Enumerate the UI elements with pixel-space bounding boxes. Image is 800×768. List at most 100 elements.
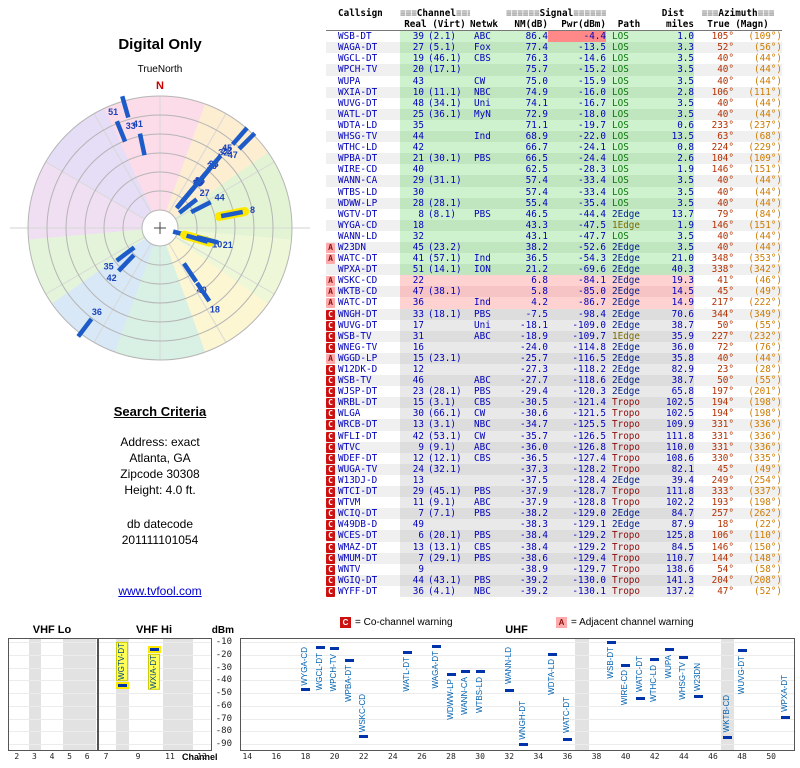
spectrum-tick <box>679 655 689 659</box>
channel-real-cell: 11 <box>412 497 424 509</box>
azimuth-magn-cell: (55°) <box>754 319 782 331</box>
network-cell <box>470 187 506 198</box>
azimuth-true-cell: 348° <box>711 253 734 265</box>
header-dist: Dist <box>661 8 685 19</box>
spectrum-station-label: WKTB-CD <box>722 695 731 733</box>
nm-cell: -30.5 <box>520 397 548 409</box>
azimuth-true-cell: 63° <box>717 131 734 143</box>
callsign-cell: WTVC <box>338 441 361 453</box>
azimuth-magn-cell: (58°) <box>754 563 782 575</box>
azimuth-true-cell: 40° <box>717 108 734 120</box>
azimuth-true-cell: 257° <box>711 508 734 520</box>
spectrum-tick <box>446 672 456 676</box>
signal-band: 45 (23.2) 38.2 -52.6 2Edge 3.5 <box>400 241 694 254</box>
table-row: WTBS-LD 30 57.4 -33.4 LOS 3.5 40° (44°) <box>326 186 782 198</box>
distance-cell: 39.4 <box>671 474 694 486</box>
nm-cell: 75.7 <box>525 64 548 76</box>
radar-station-tick <box>204 154 223 174</box>
azimuth-magn-cell: (49°) <box>754 286 782 298</box>
azimuth-true-cell: 45° <box>717 286 734 298</box>
network-cell <box>470 198 506 209</box>
channel-virt-cell <box>424 320 470 331</box>
callsign-cell: WTHC-LD <box>338 142 378 154</box>
nm-cell: -25.7 <box>520 352 548 364</box>
azimuth-true-cell: 233° <box>711 119 734 131</box>
azimuth-magn-cell: (151°) <box>748 164 782 176</box>
nm-cell: -35.7 <box>520 430 548 442</box>
header-callsign: Callsign <box>338 8 383 19</box>
network-cell: NBC <box>474 86 491 98</box>
signal-band: 6 (20.1) PBS -38.4 -129.2 Tropo 125.8 <box>400 530 694 542</box>
signal-band: 42 66.7 -24.1 LOS 0.8 <box>400 142 694 154</box>
network-cell <box>470 342 506 353</box>
table-header-row-1: Callsign ≡≡≡Channel≡≡≡ ≡≡≡≡≡≡Signal≡≡≡≡≡… <box>326 8 782 19</box>
nm-cell: 21.2 <box>525 264 548 276</box>
spectrum-tick <box>300 688 310 692</box>
network-cell: PBS <box>474 208 491 220</box>
channel-real-cell: 31 <box>412 330 424 342</box>
pwr-cell: -118.2 <box>572 364 606 375</box>
pwr-cell: -130.1 <box>572 585 606 597</box>
azimuth-magn-cell: (229°) <box>748 142 782 154</box>
network-cell: PBS <box>474 386 491 398</box>
azimuth-true-cell: 41° <box>717 275 734 287</box>
signal-band: 21 (30.1) PBS 66.5 -24.4 LOS 2.6 <box>400 153 694 165</box>
dbm-axis-label: dBm <box>211 625 234 636</box>
network-cell <box>470 519 506 530</box>
tvfool-link[interactable]: www.tvfool.com <box>118 584 202 598</box>
vhf-lo-title: VHF Lo <box>32 624 72 636</box>
pwr-cell: -16.0 <box>578 86 606 98</box>
nm-cell: 71.1 <box>525 119 548 131</box>
spectrum-station-label: WXIA-DT <box>148 654 159 689</box>
azimuth-true-cell: 146° <box>711 541 734 553</box>
distance-cell: 19.3 <box>671 275 694 287</box>
network-cell: NBC <box>474 419 491 431</box>
station-table-body: WSB-DT 39 (2.1) ABC 86.4 -4.4 LOS 1.0 105° (109°)… <box>326 31 782 597</box>
pwr-cell: -52.6 <box>578 241 606 253</box>
channel-virt-cell <box>424 220 470 231</box>
channel-virt-cell: (9.1) <box>428 497 456 509</box>
header-real-virt: Real (Virt) <box>404 19 466 31</box>
signal-band: 36 (4.1) NBC -39.2 -130.1 Tropo 137.2 <box>400 585 694 597</box>
station-table: Callsign ≡≡≡Channel≡≡≡ ≡≡≡≡≡≡Signal≡≡≡≡≡… <box>326 8 782 597</box>
distance-cell: 40.3 <box>671 264 694 276</box>
radar-chart: 3927192043104825354442214029302881832454… <box>10 95 310 361</box>
azimuth-magn-cell: (335°) <box>748 452 782 464</box>
azimuth-magn-cell: (52°) <box>754 585 782 597</box>
co-channel-legend-text: = Co-channel warning <box>355 617 453 628</box>
channel-real-cell: 15 <box>412 352 424 364</box>
network-cell: Ind <box>474 297 491 309</box>
channel-real-cell: 16 <box>412 341 424 353</box>
axis-channel-label: 42 <box>649 752 660 761</box>
channel-virt-cell <box>424 275 470 286</box>
azimuth-true-cell: 40° <box>717 186 734 198</box>
spectrum-station-label: WTBS-LD <box>474 676 484 713</box>
warning-cell: C <box>326 397 338 409</box>
table-row: WGTV-DT 8 (8.1) PBS 46.5 -44.4 2Edge 13.7 79° (84… <box>326 208 782 220</box>
channel-real-cell: 46 <box>412 375 424 387</box>
path-cell: Tropo <box>612 452 640 464</box>
panel-stripe <box>29 639 42 750</box>
callsign-cell: WANN-CA <box>338 175 378 187</box>
radar-station-tick <box>196 234 219 245</box>
distance-cell: 2.6 <box>677 153 694 165</box>
channel-virt-cell: (45.1) <box>428 486 462 498</box>
nm-cell: 75.0 <box>525 75 548 87</box>
azimuth-magn-cell: (336°) <box>748 441 782 453</box>
azimuth-true-cell: 204° <box>711 574 734 586</box>
azimuth-true-cell: 45° <box>717 463 734 475</box>
radar-station-tick <box>177 197 199 215</box>
radar-station-label: 35 <box>104 262 114 272</box>
signal-band: 17 Uni -18.1 -109.0 2Edge 38.7 <box>400 319 694 331</box>
distance-cell: 13.5 <box>671 131 694 143</box>
table-row: C WJSP-DT 23 (28.1) PBS -29.4 -120.3 2Edge 65.8 1… <box>326 386 782 398</box>
signal-band: 22 6.8 -84.1 2Edge 19.3 <box>400 275 694 287</box>
callsign-cell: WLGA <box>338 408 361 420</box>
azimuth-true-cell: 330° <box>711 452 734 464</box>
table-row: WIRE-CD 40 62.5 -28.3 LOS 1.9 146° (151°) <box>326 164 782 176</box>
signal-band: 15 (3.1) CBS -30.5 -121.4 Tropo 102.5 <box>400 397 694 409</box>
path-cell: 2Edge <box>612 508 640 520</box>
channel-real-cell: 7 <box>418 552 424 564</box>
panel-gridline <box>9 731 97 733</box>
spectrum-station-label: WATC-DT <box>634 655 644 692</box>
